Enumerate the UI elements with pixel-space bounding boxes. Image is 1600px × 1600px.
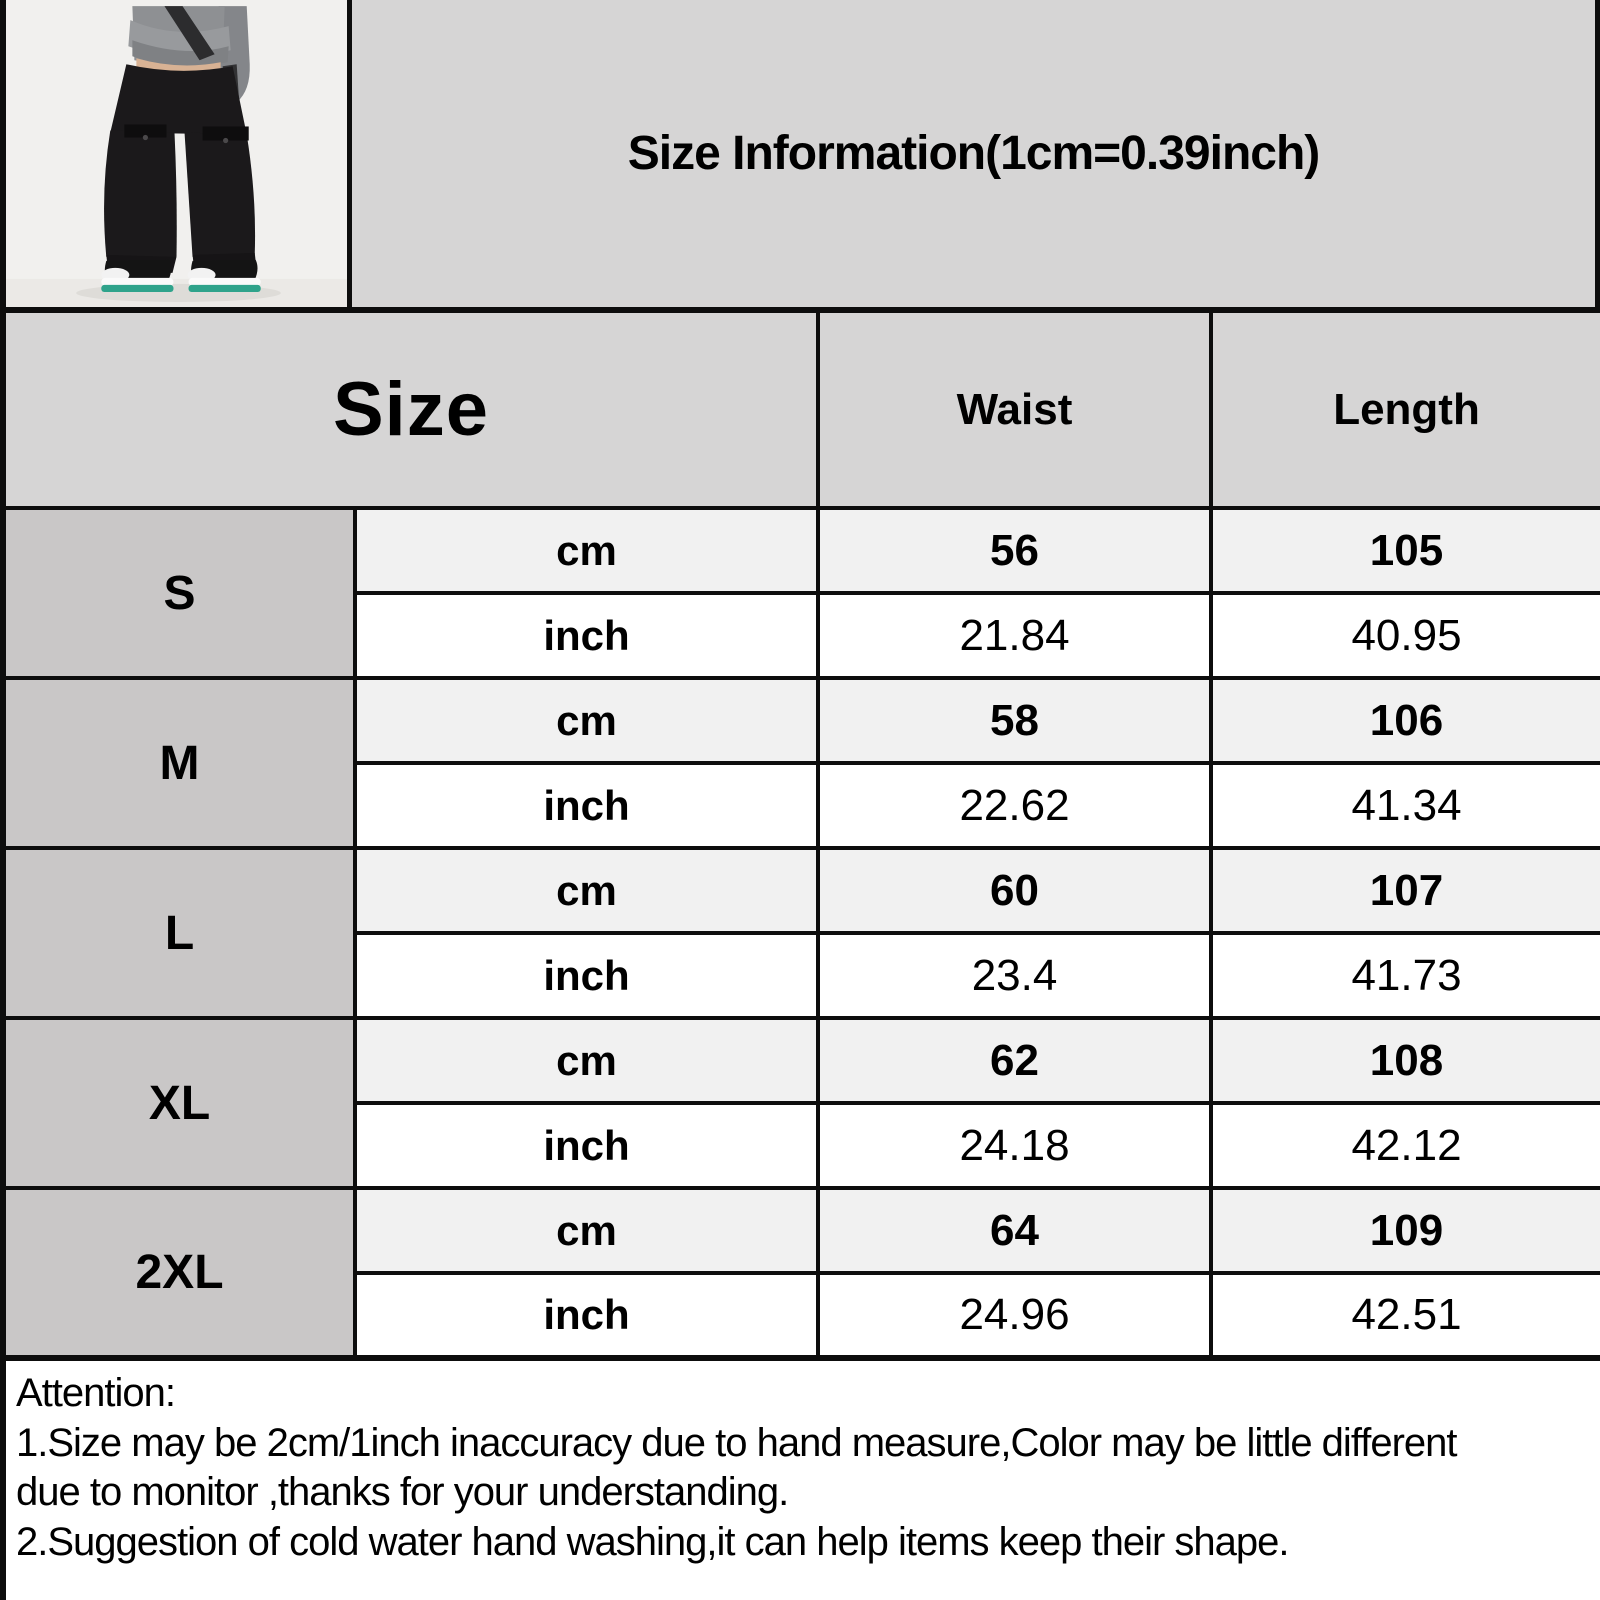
attention-heading: Attention: [16, 1371, 176, 1415]
length-value: 42.51 [1209, 1271, 1600, 1360]
table-row: inch 21.84 40.95 [3, 591, 1600, 680]
product-photo [0, 0, 352, 307]
table-row: inch 24.18 42.12 [3, 1101, 1600, 1190]
length-value: 106 [1209, 676, 1600, 765]
length-value: 42.12 [1209, 1101, 1600, 1190]
length-value: 41.73 [1209, 931, 1600, 1020]
length-value: 105 [1209, 506, 1600, 595]
length-value: 41.34 [1209, 761, 1600, 850]
size-label-l: L [1, 846, 357, 1020]
model-figure-illustration [6, 6, 347, 307]
table-header-row: Size Waist Length [0, 308, 1600, 510]
unit-label: cm [352, 846, 821, 935]
length-value: 40.95 [1209, 591, 1600, 680]
waist-value: 64 [816, 1186, 1214, 1275]
table-row: inch 23.4 41.73 [3, 931, 1600, 1020]
attention-note-2: 2.Suggestion of cold water hand washing,… [16, 1519, 1290, 1564]
table-row: inch 22.62 41.34 [3, 761, 1600, 850]
page-title: Size Information(1cm=0.39inch) [627, 127, 1321, 180]
table-row: 2XL cm 64 109 [1, 1186, 1600, 1360]
waist-value: 58 [816, 676, 1214, 765]
waist-value: 56 [816, 506, 1214, 595]
length-value: 107 [1209, 846, 1600, 935]
waist-value: 23.4 [816, 931, 1214, 1020]
column-header-waist: Waist [816, 308, 1214, 510]
table-row: L cm 60 107 [1, 846, 1600, 1020]
waist-value: 60 [816, 846, 1214, 935]
unit-label: cm [352, 1016, 821, 1105]
waist-value: 21.84 [816, 591, 1214, 680]
unit-label: inch [352, 1271, 821, 1360]
model-sneakers [101, 259, 261, 292]
unit-label: inch [352, 1101, 821, 1190]
unit-label: inch [352, 591, 821, 680]
waist-value: 22.62 [816, 761, 1214, 850]
unit-label: cm [352, 1186, 821, 1275]
title-banner: Size Information(1cm=0.39inch) [352, 0, 1600, 307]
column-header-length: Length [1209, 308, 1600, 510]
column-header-size: Size [0, 308, 821, 510]
unit-label: inch [352, 761, 821, 850]
unit-label: inch [352, 931, 821, 1020]
length-value: 109 [1209, 1186, 1600, 1275]
size-label-xl: XL [1, 1016, 357, 1190]
size-label-2xl: 2XL [1, 1186, 357, 1360]
size-label-m: M [1, 676, 357, 850]
waist-value: 62 [816, 1016, 1214, 1105]
unit-label: cm [352, 676, 821, 765]
size-table: Size Waist Length S cm 56 105 inch 21.84… [0, 307, 1600, 1361]
top-band: Size Information(1cm=0.39inch) [0, 0, 1600, 307]
table-row: M cm 58 106 [1, 676, 1600, 850]
waist-value: 24.96 [816, 1271, 1214, 1360]
attention-note-1: 1.Size may be 2cm/1inch inaccuracy due t… [16, 1420, 1458, 1515]
unit-label: cm [352, 506, 821, 595]
length-value: 108 [1209, 1016, 1600, 1105]
size-label-s: S [1, 506, 357, 680]
waist-value: 24.18 [816, 1101, 1214, 1190]
table-row: XL cm 62 108 [1, 1016, 1600, 1190]
attention-section: Attention: 1.Size may be 2cm/1inch inacc… [0, 1361, 1600, 1600]
table-row: S cm 56 105 [1, 506, 1600, 680]
table-row: inch 24.96 42.51 [3, 1271, 1600, 1360]
